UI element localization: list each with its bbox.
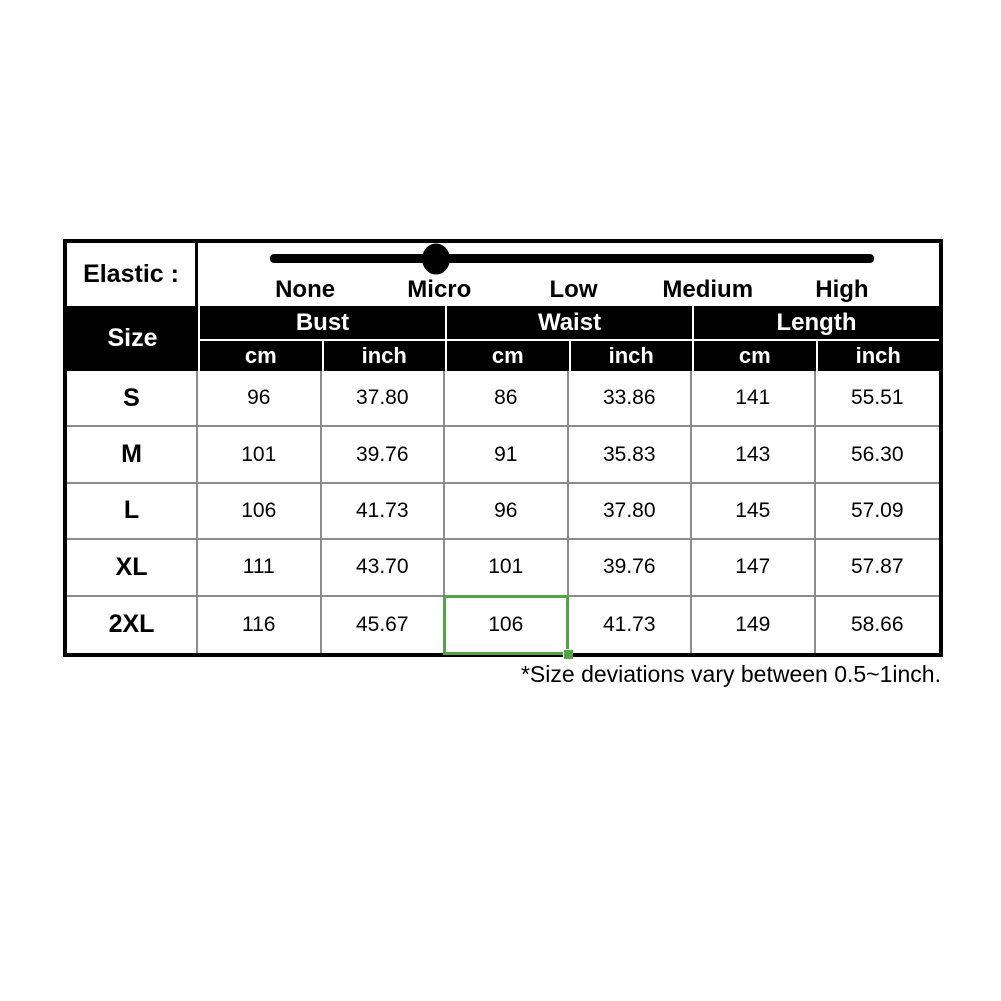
cell-l-length-cm: 145: [692, 483, 816, 541]
elastic-level-medium: Medium: [662, 276, 754, 303]
unit-header-bust-cm: cm: [200, 341, 322, 371]
elastic-level-micro: Micro: [407, 276, 472, 303]
size-deviation-footnote: *Size deviations vary between 0.5~1inch.: [520, 661, 941, 687]
cell-l-waist-cm: 96: [445, 483, 569, 541]
elastic-level-low: Low: [549, 276, 598, 303]
unit-header-waist-inch: inch: [570, 341, 692, 371]
cell-2xl-length-inch: 58.66: [815, 596, 939, 653]
cell-m-bust-cm: 101: [198, 427, 322, 484]
cell-2xl-waist-cm-highlighted: 106: [443, 594, 572, 660]
elastic-level-labels: None Micro Low Medium High: [198, 276, 939, 304]
cell-m-length-cm: 143: [692, 427, 816, 484]
row-label-2xl: 2XL: [67, 596, 198, 653]
column-header-waist: Waist: [447, 306, 692, 339]
cell-s-length-cm: 141: [692, 371, 816, 428]
cell-2xl-length-cm: 149: [692, 596, 816, 653]
cell-xl-length-inch: 57.87: [815, 540, 939, 597]
cell-m-waist-inch: 35.83: [568, 427, 692, 484]
row-label-s: S: [67, 371, 198, 428]
cell-s-length-inch: 55.51: [815, 371, 939, 428]
slider-track: [270, 243, 874, 274]
row-label-m: M: [67, 427, 198, 484]
cell-s-waist-cm: 86: [445, 371, 569, 428]
cell-s-bust-inch: 37.80: [321, 371, 445, 428]
cell-xl-waist-inch: 39.76: [568, 540, 692, 597]
cell-m-length-inch: 56.30: [815, 427, 939, 484]
cell-l-length-inch: 57.09: [815, 483, 939, 541]
elastic-level-none: None: [275, 276, 336, 303]
cell-2xl-bust-inch: 45.67: [321, 596, 445, 653]
cell-2xl-waist-inch: 41.73: [568, 596, 692, 653]
cell-xl-bust-inch: 43.70: [321, 540, 445, 597]
table-header-band: Size Bust Waist Length cm inch cm inch c…: [67, 306, 939, 371]
cell-xl-length-cm: 147: [692, 540, 816, 597]
cell-xl-bust-cm: 111: [198, 540, 322, 597]
row-label-l: L: [67, 483, 198, 541]
cell-s-waist-inch: 33.86: [568, 371, 692, 428]
column-header-bust: Bust: [200, 306, 445, 339]
column-header-length: Length: [694, 306, 939, 339]
unit-header-length-cm: cm: [694, 341, 816, 371]
cell-m-waist-cm: 91: [445, 427, 569, 484]
size-chart-table: Elastic : None Micro Low Medium High Siz…: [63, 239, 943, 660]
cell-l-bust-cm: 106: [198, 483, 322, 541]
elastic-slider: None Micro Low Medium High: [198, 243, 939, 306]
cell-2xl-bust-cm: 116: [198, 596, 322, 653]
slider-thumb: [422, 243, 451, 274]
cell-l-bust-inch: 41.73: [321, 483, 445, 541]
cell-m-bust-inch: 39.76: [321, 427, 445, 484]
cell-s-bust-cm: 96: [198, 371, 322, 428]
unit-header-length-inch: inch: [817, 341, 939, 371]
column-header-size: Size: [67, 306, 198, 371]
cell-l-waist-inch: 37.80: [568, 483, 692, 541]
elastic-level-high: High: [815, 276, 869, 303]
cell-xl-waist-cm: 101: [445, 540, 569, 597]
elastic-label: Elastic :: [67, 243, 198, 306]
unit-header-waist-cm: cm: [447, 341, 569, 371]
row-label-xl: XL: [67, 540, 198, 597]
unit-header-bust-inch: inch: [323, 341, 445, 371]
